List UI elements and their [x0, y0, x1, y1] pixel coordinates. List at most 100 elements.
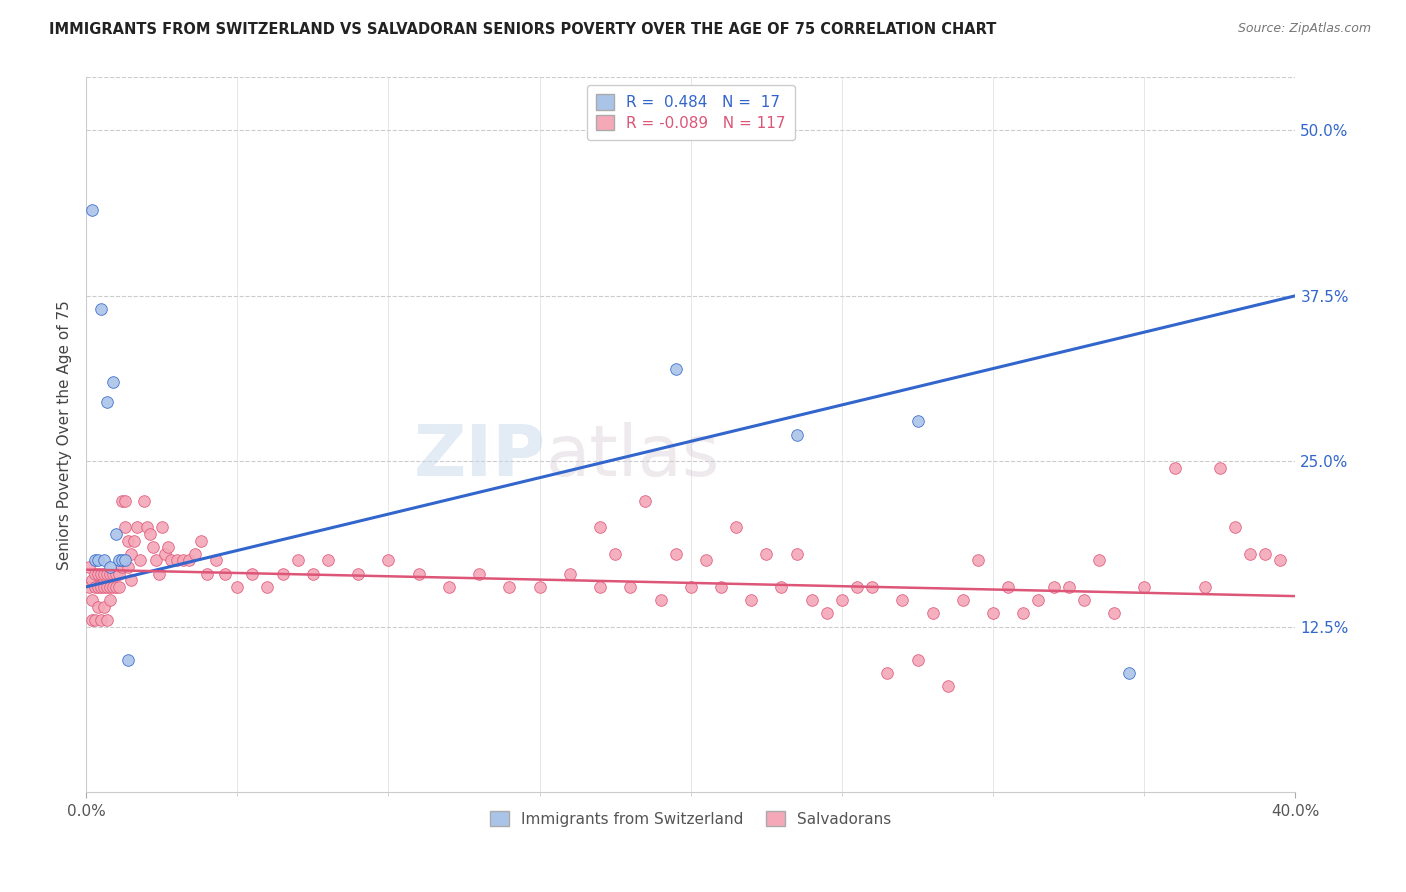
Point [1223, 520, 1246, 534]
Point [665, 361, 688, 376]
Point [981, 607, 1004, 621]
Point [679, 580, 702, 594]
Point [907, 414, 929, 428]
Point [831, 593, 853, 607]
Point [1073, 593, 1095, 607]
Point [1057, 580, 1080, 594]
Point [138, 527, 160, 541]
Point [184, 547, 207, 561]
Legend: Immigrants from Switzerland, Salvadorans: Immigrants from Switzerland, Salvadorans [482, 803, 898, 834]
Point [90, 566, 112, 581]
Point [1239, 547, 1261, 561]
Point [111, 494, 134, 508]
Point [770, 580, 793, 594]
Point [529, 580, 551, 594]
Point [93, 553, 115, 567]
Point [1163, 460, 1185, 475]
Point [111, 553, 134, 567]
Point [148, 566, 170, 581]
Point [108, 580, 131, 594]
Point [634, 494, 657, 508]
Point [120, 547, 142, 561]
Point [87, 599, 110, 614]
Point [468, 566, 491, 581]
Point [132, 494, 155, 508]
Text: atlas: atlas [546, 422, 720, 491]
Point [82, 574, 104, 588]
Point [87, 553, 110, 567]
Point [1209, 460, 1232, 475]
Point [84, 613, 107, 627]
Point [77, 580, 100, 594]
Point [1042, 580, 1064, 594]
Point [755, 547, 778, 561]
Point [408, 566, 430, 581]
Point [114, 494, 136, 508]
Point [98, 566, 121, 581]
Point [150, 520, 173, 534]
Point [967, 553, 990, 567]
Point [159, 553, 181, 567]
Point [103, 566, 125, 581]
Text: ZIP: ZIP [413, 422, 546, 491]
Point [846, 580, 869, 594]
Point [952, 593, 974, 607]
Point [205, 553, 228, 567]
Point [1194, 580, 1216, 594]
Point [195, 566, 218, 581]
Point [96, 613, 118, 627]
Point [1028, 593, 1050, 607]
Point [256, 580, 278, 594]
Point [800, 593, 823, 607]
Point [145, 553, 167, 567]
Point [114, 553, 136, 567]
Point [142, 540, 165, 554]
Point [498, 580, 520, 594]
Point [226, 580, 249, 594]
Text: Source: ZipAtlas.com: Source: ZipAtlas.com [1237, 22, 1371, 36]
Point [1133, 580, 1156, 594]
Point [90, 301, 112, 316]
Point [695, 553, 717, 567]
Point [997, 580, 1019, 594]
Point [84, 566, 107, 581]
Point [619, 580, 641, 594]
Point [117, 560, 139, 574]
Point [103, 580, 125, 594]
Point [936, 679, 959, 693]
Point [271, 566, 294, 581]
Text: IMMIGRANTS FROM SWITZERLAND VS SALVADORAN SENIORS POVERTY OVER THE AGE OF 75 COR: IMMIGRANTS FROM SWITZERLAND VS SALVADORA… [49, 22, 997, 37]
Point [172, 553, 194, 567]
Point [316, 553, 339, 567]
Point [98, 580, 121, 594]
Point [437, 580, 460, 594]
Y-axis label: Seniors Poverty Over the Age of 75: Seniors Poverty Over the Age of 75 [58, 300, 72, 570]
Point [377, 553, 399, 567]
Point [117, 653, 139, 667]
Point [82, 202, 104, 217]
Point [108, 553, 131, 567]
Point [129, 553, 152, 567]
Point [240, 566, 263, 581]
Point [105, 580, 128, 594]
Point [287, 553, 309, 567]
Point [876, 665, 898, 680]
Point [84, 553, 107, 567]
Point [921, 607, 943, 621]
Point [1118, 665, 1140, 680]
Point [87, 580, 110, 594]
Point [117, 533, 139, 548]
Point [153, 547, 176, 561]
Point [1088, 553, 1111, 567]
Point [90, 613, 112, 627]
Point [650, 593, 672, 607]
Point [347, 566, 370, 581]
Point [156, 540, 179, 554]
Point [190, 533, 212, 548]
Point [124, 533, 146, 548]
Point [108, 566, 131, 581]
Point [214, 566, 236, 581]
Point [127, 520, 149, 534]
Point [105, 527, 128, 541]
Point [177, 553, 200, 567]
